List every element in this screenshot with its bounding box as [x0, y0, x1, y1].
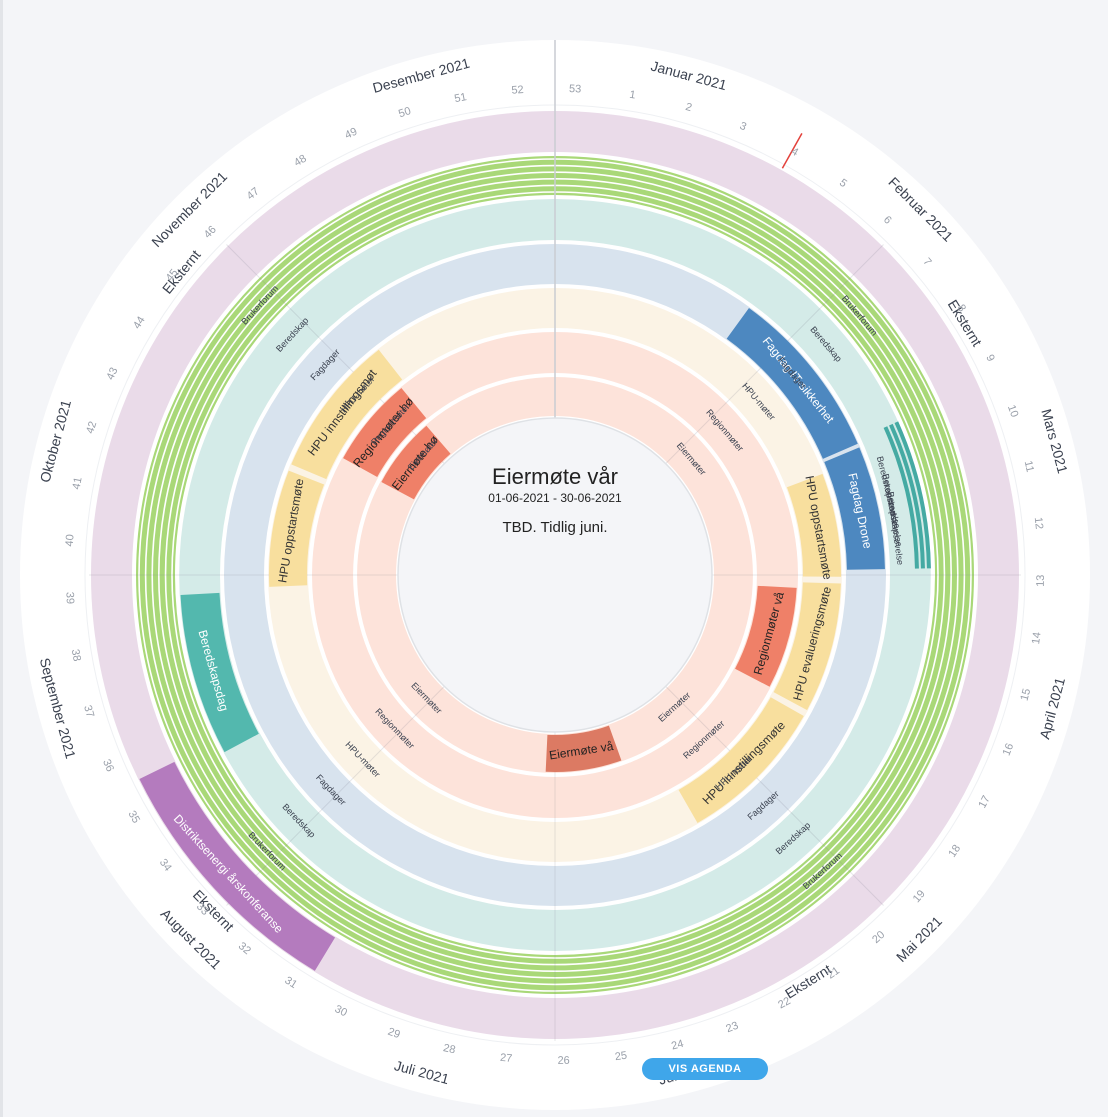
week-number: 10: [1005, 403, 1020, 419]
week-number: 34: [157, 857, 174, 874]
week-number: 13: [1035, 575, 1047, 587]
week-number: 37: [81, 704, 96, 719]
week-number: 1: [628, 89, 636, 102]
stripe: [554, 158, 972, 992]
week-number: 26: [557, 1055, 569, 1067]
week-number: 27: [499, 1052, 512, 1065]
center-date-range: 01-06-2021 - 30-06-2021: [488, 491, 622, 505]
week-number: 41: [71, 476, 85, 490]
event-arc[interactable]: [786, 473, 841, 577]
center-circle: [397, 417, 713, 733]
stripe: [164, 184, 556, 966]
event-arc[interactable]: [735, 585, 797, 687]
week-number: 39: [63, 592, 76, 605]
ring-half: [224, 244, 555, 906]
vis-agenda-button[interactable]: VIS AGENDA: [642, 1058, 768, 1080]
week-number: 14: [1030, 631, 1043, 645]
week-number: 42: [84, 420, 99, 435]
stripe: [158, 178, 556, 972]
week-number: 8: [955, 302, 968, 314]
today-marker: [781, 132, 803, 169]
stripe: [554, 164, 966, 986]
week-number: 35: [125, 809, 142, 826]
ring-half: [555, 332, 798, 818]
week-number: 16: [1001, 742, 1017, 758]
event-arc[interactable]: [269, 470, 325, 587]
stripe: [144, 164, 556, 986]
brukerforum-stripes: [138, 158, 972, 992]
week-number: 44: [131, 315, 148, 332]
week-number: 50: [397, 105, 412, 120]
week-number: 18: [946, 843, 963, 860]
stripe: [171, 191, 556, 959]
week-number: 38: [69, 648, 83, 662]
week-number: 29: [386, 1026, 402, 1041]
week-number: 52: [511, 84, 524, 97]
beredskapsovelse-event[interactable]: [889, 423, 925, 569]
week-number: 22: [776, 995, 792, 1011]
center-description: TBD. Tidlig juni.: [502, 519, 607, 536]
stripe: [554, 178, 952, 972]
event-arc[interactable]: [343, 387, 427, 477]
week-number: 30: [333, 1003, 349, 1019]
week-number: 47: [245, 185, 262, 202]
week-number: 3: [738, 120, 748, 133]
week-number: 36: [100, 758, 116, 774]
event-block[interactable]: Beredskapsdag: [180, 592, 259, 753]
event-arc[interactable]: [678, 697, 804, 823]
beredskapsovelse-event[interactable]: [883, 426, 919, 569]
week-number: 43: [105, 366, 121, 382]
event-arc[interactable]: [545, 725, 622, 772]
stripe: [554, 171, 959, 979]
event-arc[interactable]: [291, 349, 403, 480]
week-number: 15: [1019, 687, 1034, 702]
event-block[interactable]: Eiermøte vå: [545, 725, 622, 772]
week-number: 9: [983, 353, 996, 364]
stripe: [554, 184, 946, 966]
stripe: [151, 171, 556, 979]
ring-half: [179, 199, 555, 951]
center-title: Eiermøte vår: [492, 464, 618, 489]
week-number: 25: [614, 1050, 628, 1064]
week-number: 53: [569, 83, 582, 95]
divider-line: [226, 685, 445, 906]
event-arc[interactable]: [381, 425, 451, 500]
week-number: 17: [976, 794, 992, 810]
week-number: 11: [1022, 460, 1036, 474]
divider-line: [665, 685, 884, 906]
week-number: 2: [684, 101, 693, 114]
event-arc[interactable]: [773, 582, 841, 711]
week-number: 49: [343, 126, 359, 142]
ring-half: [555, 377, 753, 773]
week-number: 12: [1032, 517, 1045, 530]
beredskapsovelse-event[interactable]: [894, 421, 931, 569]
ring-dividers: [89, 40, 1021, 1041]
week-number: 23: [724, 1020, 740, 1036]
event-arc[interactable]: [824, 447, 885, 570]
week-number: 28: [442, 1042, 457, 1056]
week-number: 21: [825, 965, 842, 982]
center-panel: Eiermøte vår 01-06-2021 - 30-06-2021 TBD…: [397, 417, 713, 733]
event-block[interactable]: HPU oppstartsmøte: [269, 470, 325, 587]
window-edge: [0, 0, 3, 1117]
week-number: 40: [64, 534, 77, 547]
week-number: 31: [282, 974, 299, 991]
stripe: [554, 191, 939, 959]
week-number: 45: [164, 267, 181, 284]
event-arc[interactable]: [726, 308, 858, 459]
week-number: 4: [789, 145, 800, 158]
ring-beredskap: [179, 199, 931, 951]
event-block[interactable]: Fagdag Drone: [824, 447, 885, 570]
week-number: 51: [453, 91, 467, 105]
ring-half: [555, 199, 931, 951]
event-arc[interactable]: [180, 592, 259, 753]
week-number: 48: [292, 153, 309, 170]
week-number: 24: [670, 1038, 685, 1053]
event-arc[interactable]: [139, 761, 336, 971]
stripe: [138, 158, 556, 992]
